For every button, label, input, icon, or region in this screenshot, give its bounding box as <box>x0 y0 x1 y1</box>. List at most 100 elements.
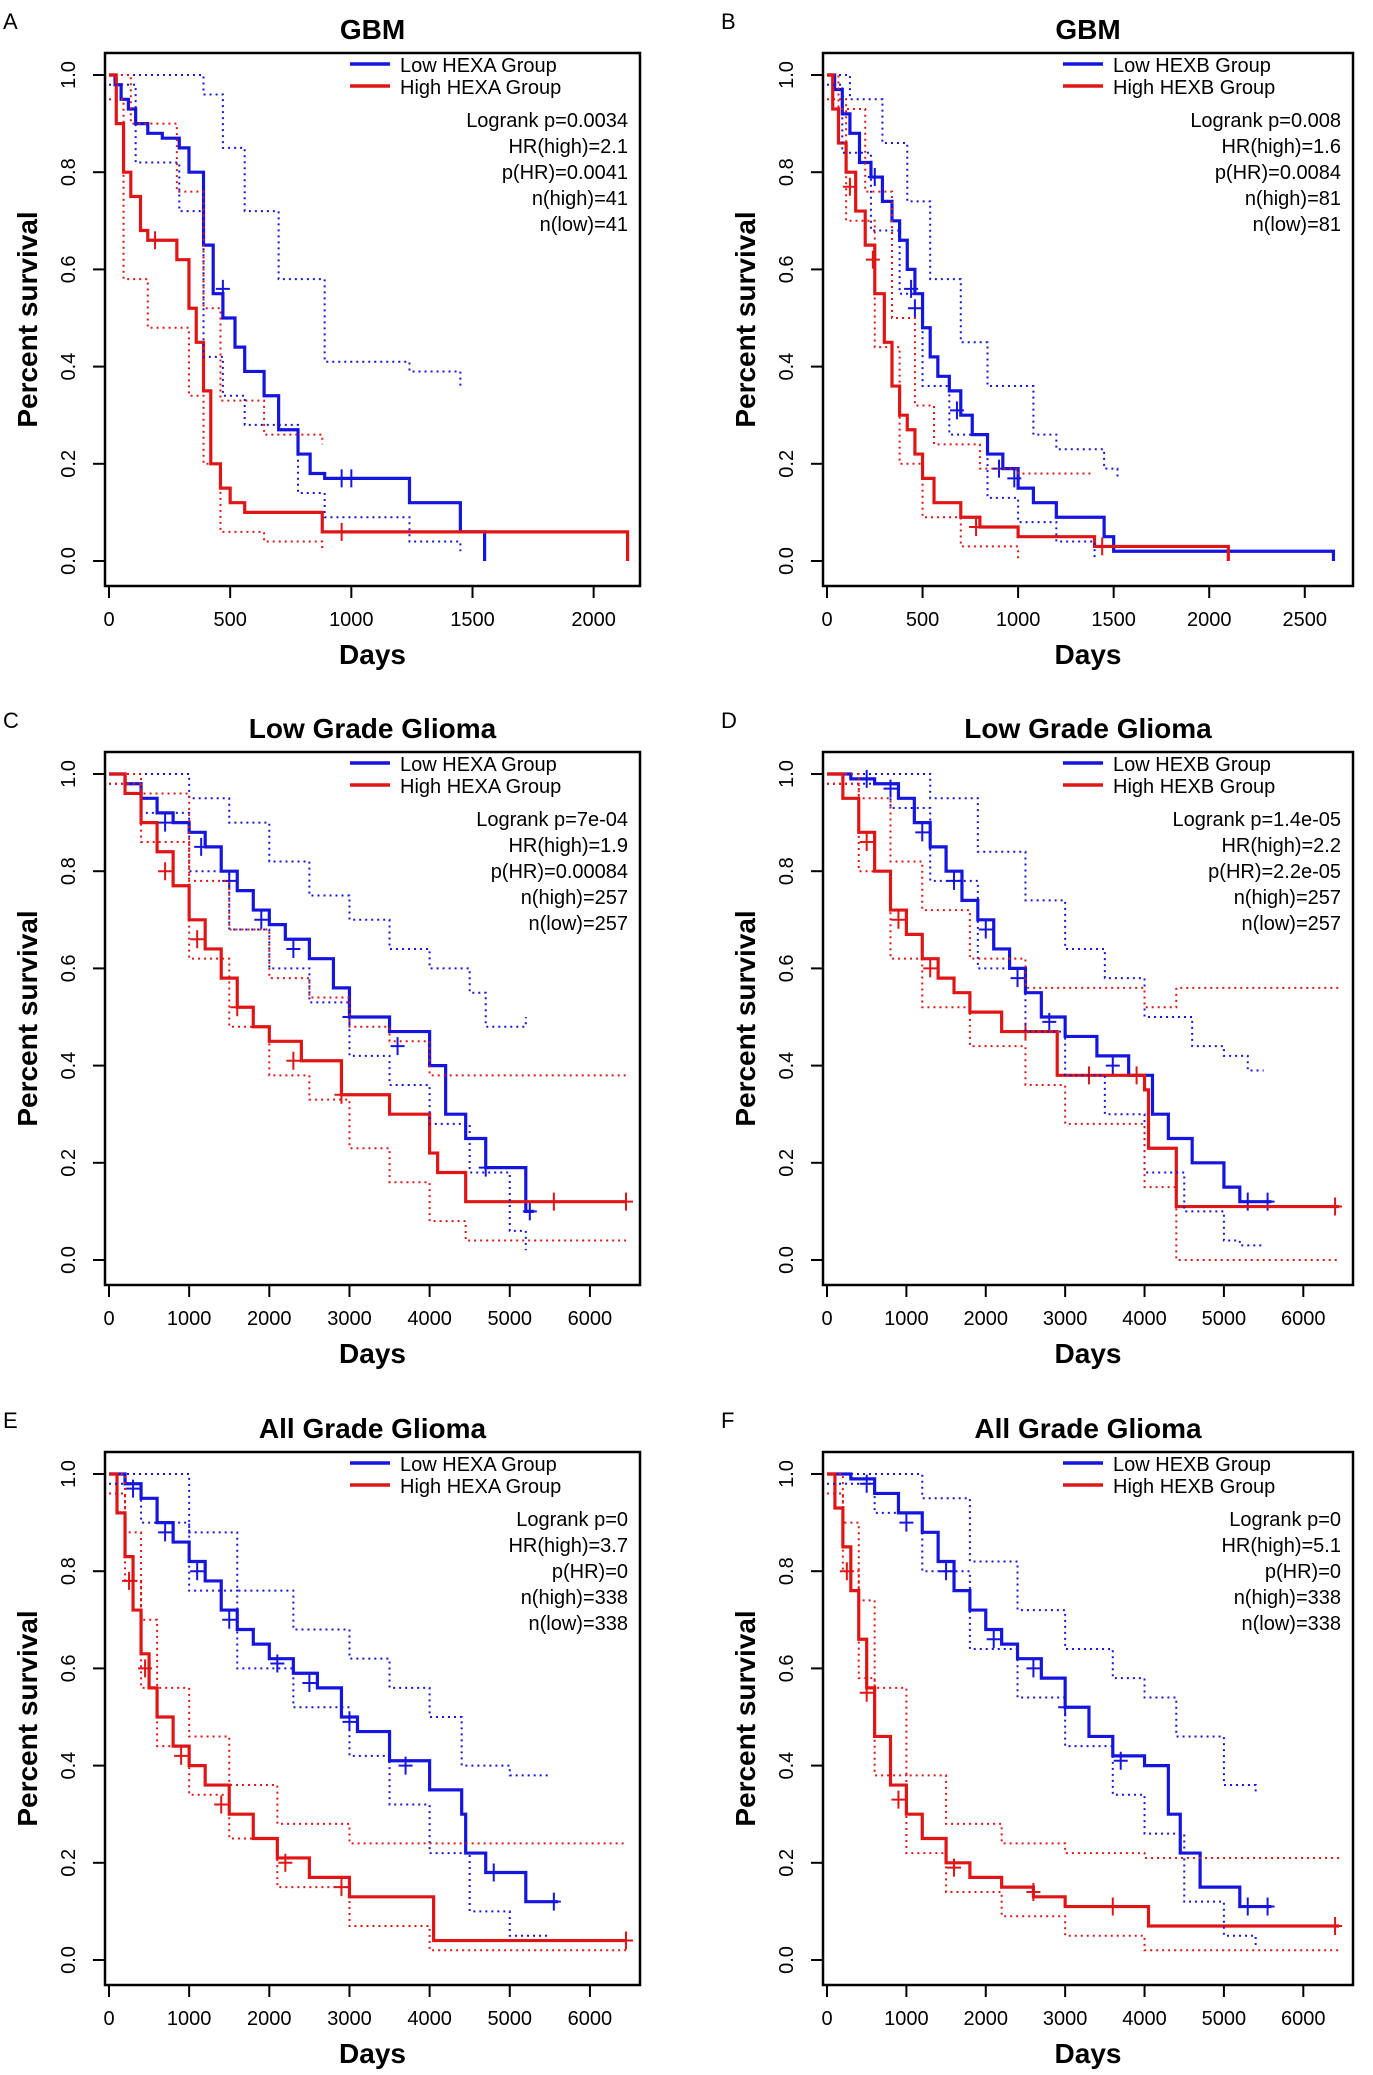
censor-mark <box>1058 1698 1073 1717</box>
legend-label: High HEXA Group <box>400 776 561 798</box>
panel-c: C Low Grade Glioma 0.0 0.2 0.4 0.6 0.8 1.0 0 1000… <box>3 708 642 1369</box>
x-tick-label: 2000 <box>247 1308 292 1330</box>
y-tick-label: 0.8 <box>776 158 798 186</box>
censor-mark <box>986 1630 1001 1649</box>
censor-mark <box>342 1712 357 1731</box>
ci-band-low-ci-lower <box>109 782 527 1251</box>
stat-line: n(low)=338 <box>528 1613 628 1635</box>
x-tick-label: 0 <box>821 609 832 631</box>
censor-mark <box>1240 1897 1255 1916</box>
ci-band-low-ci-lower <box>827 1482 1257 1946</box>
ci-band-high-ci-upper <box>827 1473 1340 1859</box>
censor-mark <box>398 1756 413 1775</box>
panel-letter: E <box>3 1408 18 1433</box>
ci-band-low-ci-upper <box>827 1473 1257 1795</box>
censor-mark <box>222 1610 237 1629</box>
x-tick-label: 5000 <box>1202 2008 1247 2030</box>
censor-mark <box>1026 1882 1041 1901</box>
censor-mark <box>883 779 898 798</box>
censor-mark <box>302 1673 317 1692</box>
stat-line: Logrank p=0 <box>516 1509 628 1531</box>
censor-mark <box>1042 1012 1057 1031</box>
legend-label: Low HEXB Group <box>1113 754 1271 776</box>
censor-mark <box>1328 1916 1343 1935</box>
chart-title: Low Grade Glioma <box>964 713 1212 744</box>
censor-mark <box>949 401 964 420</box>
y-tick-label: 1.0 <box>58 760 80 788</box>
x-tick-label: 0 <box>103 1308 114 1330</box>
censor-mark <box>158 813 173 832</box>
x-tick-label: 1000 <box>996 609 1041 631</box>
x-tick-label: 0 <box>821 2008 832 2030</box>
panel-d: D Low Grade Glioma 0.0 0.2 0.4 0.6 0.8 1.0 0 1000… <box>721 708 1355 1369</box>
survival-curve-high <box>109 772 626 1204</box>
survival-curve-low <box>827 73 1336 561</box>
y-tick-label: 0.0 <box>58 1246 80 1274</box>
stat-line: p(HR)=0 <box>1265 1561 1341 1583</box>
censor-mark <box>859 833 874 852</box>
panel-letter: F <box>721 1408 734 1433</box>
legend-label: Low HEXA Group <box>400 754 557 776</box>
x-tick-label: 0 <box>821 1308 832 1330</box>
y-tick-label: 1.0 <box>776 1460 798 1488</box>
x-tick-label: 2500 <box>1283 609 1328 631</box>
stat-line: HR(high)=2.1 <box>508 136 628 158</box>
x-tick-label: 5000 <box>488 2008 533 2030</box>
censor-mark <box>334 522 349 541</box>
ci-band-high-ci-upper <box>109 74 324 445</box>
y-tick-label: 0.2 <box>58 1849 80 1877</box>
censor-mark <box>1105 1897 1120 1916</box>
y-axis-label: Percent survival <box>12 910 43 1126</box>
plot-frame <box>821 51 1355 588</box>
y-tick-label: 1.0 <box>776 760 798 788</box>
y-tick-label: 0.4 <box>58 353 80 381</box>
stat-line: p(HR)=0 <box>552 1561 628 1583</box>
censor-mark <box>1010 969 1025 988</box>
x-tick-label: 1500 <box>1091 609 1136 631</box>
survival-curve-high <box>827 1472 1340 1928</box>
x-tick-label: 6000 <box>568 2008 613 2030</box>
x-tick-label: 6000 <box>1281 2008 1326 2030</box>
ci-band-high-ci-lower <box>827 782 1340 1261</box>
censor-mark <box>907 299 922 318</box>
x-axis-label: Days <box>1055 2038 1122 2069</box>
x-tick-label: 3000 <box>327 1308 372 1330</box>
y-tick-label: 0.4 <box>58 1052 80 1080</box>
plot-frame <box>821 750 1355 1287</box>
censor-mark <box>891 1790 906 1809</box>
y-axis-label: Percent survival <box>12 1610 43 1826</box>
chart-title: All Grade Glioma <box>974 1413 1202 1444</box>
survival-curve-high <box>827 772 1340 1209</box>
y-axis-label: Percent survival <box>730 211 761 427</box>
censor-mark <box>1095 537 1110 556</box>
ci-band-high-ci-lower <box>109 782 626 1242</box>
stat-line: Logrank p=7e-04 <box>476 809 628 831</box>
y-tick-label: 0.4 <box>58 1752 80 1780</box>
censor-mark <box>618 1192 633 1211</box>
censor-mark <box>1129 1066 1144 1085</box>
legend-label: High HEXB Group <box>1113 776 1275 798</box>
y-tick-label: 0.2 <box>776 1849 798 1877</box>
plot-frame <box>103 51 642 588</box>
ci-band-high-ci-upper <box>827 74 1095 475</box>
censor-mark <box>915 823 930 842</box>
x-tick-label: 1000 <box>884 2008 929 2030</box>
censor-mark <box>904 279 919 298</box>
stat-line: n(high)=257 <box>521 887 628 909</box>
legend-label: Low HEXB Group <box>1113 1454 1271 1476</box>
y-tick-label: 0.6 <box>58 954 80 982</box>
stat-line: HR(high)=3.7 <box>508 1535 628 1557</box>
x-axis-label: Days <box>339 639 406 670</box>
y-tick-label: 0.4 <box>776 1052 798 1080</box>
y-tick-label: 0.4 <box>776 1752 798 1780</box>
stat-line: n(high)=41 <box>532 188 628 210</box>
y-tick-label: 0.6 <box>776 954 798 982</box>
censor-mark <box>278 1853 293 1872</box>
x-tick-label: 3000 <box>1043 2008 1088 2030</box>
x-tick-label: 1000 <box>167 1308 212 1330</box>
censor-mark <box>344 469 359 488</box>
censor-mark <box>478 1158 493 1177</box>
x-tick-label: 4000 <box>1122 1308 1167 1330</box>
ci-band-low-ci-upper <box>109 1473 550 1777</box>
